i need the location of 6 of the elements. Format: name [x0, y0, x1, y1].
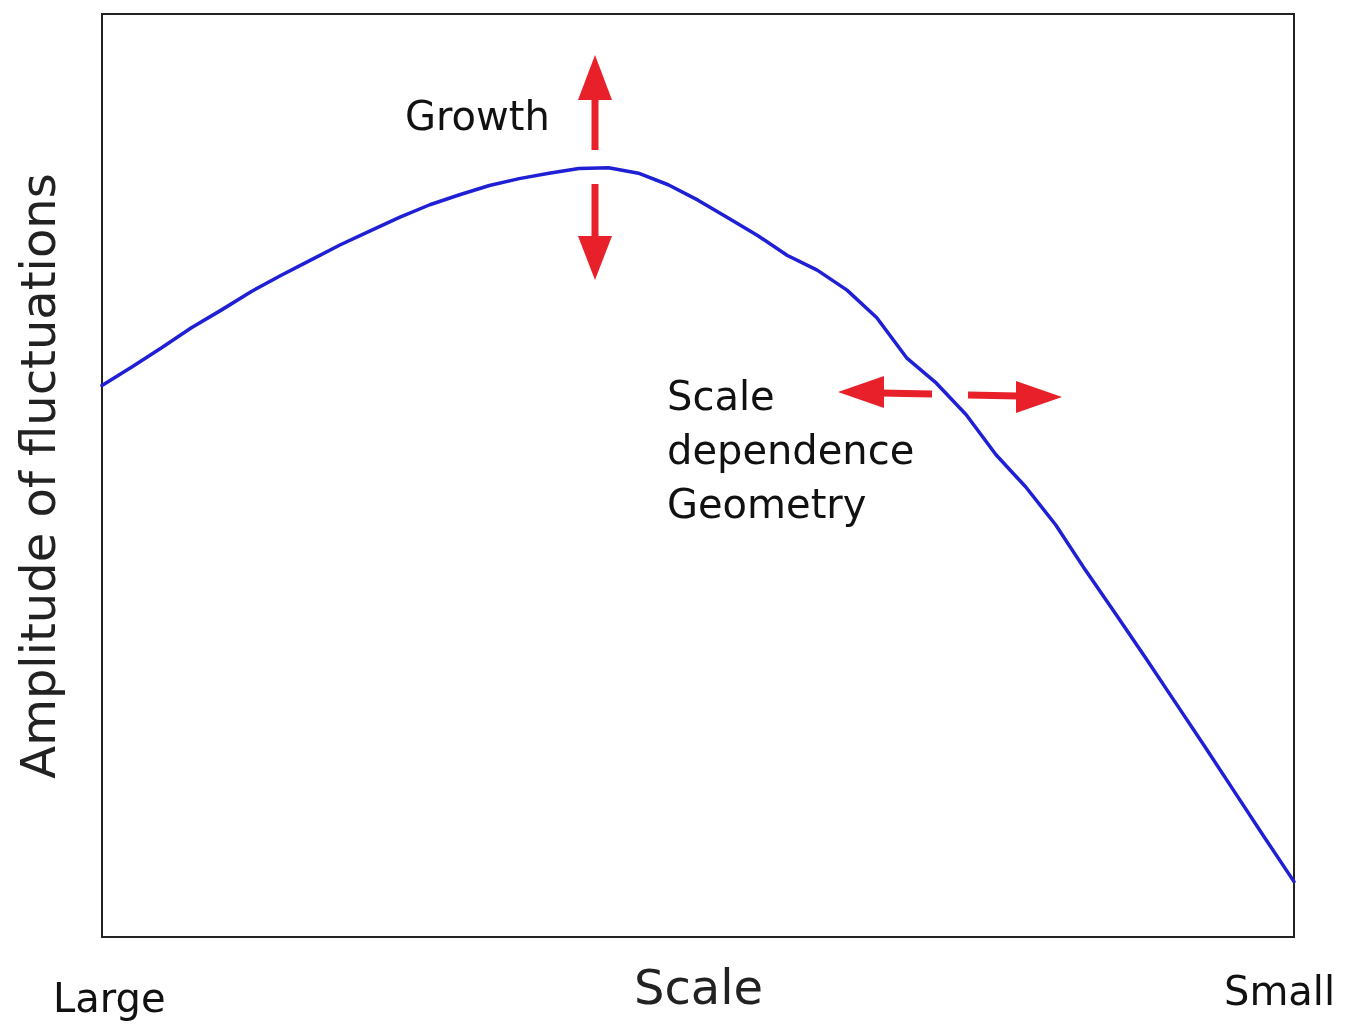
y-axis-title: Amplitude of fluctuations [9, 173, 66, 779]
text: Small [1224, 968, 1336, 1014]
text: Large [53, 975, 166, 1021]
text: Growth [405, 93, 550, 139]
x-axis-title: Scale [633, 958, 764, 1015]
annotation: Scale dependence Geometry [667, 373, 915, 527]
